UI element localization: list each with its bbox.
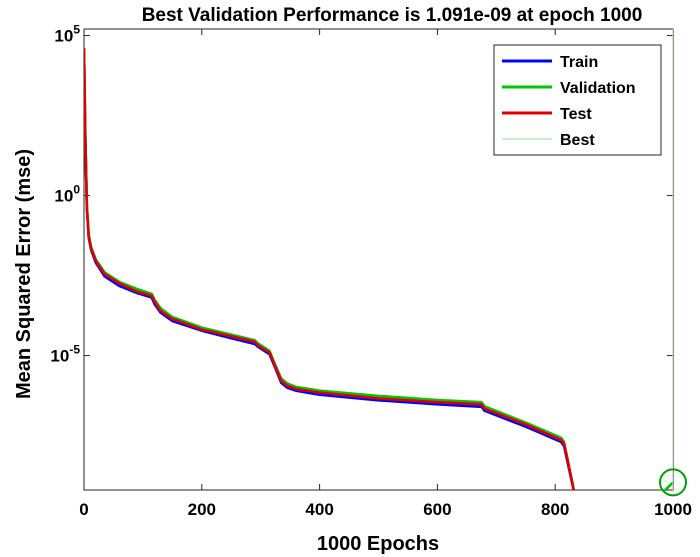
- legend-label-best: Best: [560, 132, 595, 149]
- series-lines: [84, 29, 687, 497]
- y-axis-label: Mean Squared Error (mse): [13, 149, 35, 399]
- chart-title: Best Validation Performance is 1.091e-09…: [142, 5, 643, 26]
- legend-label-validation: Validation: [560, 80, 636, 97]
- y-tick-label: 100: [54, 183, 80, 206]
- x-tick-label: 1000: [654, 500, 692, 519]
- legend-label-train: Train: [560, 54, 598, 71]
- x-axis-label: 1000 Epochs: [317, 533, 439, 555]
- x-tick-label: 800: [541, 500, 569, 519]
- x-tick-label: 0: [79, 500, 88, 519]
- y-tick-label: 10-5: [50, 343, 80, 366]
- legend: Train Validation Test Best: [493, 44, 662, 156]
- best-point-marker: [659, 468, 687, 497]
- y-tick-label: 105: [54, 23, 80, 46]
- series-line-test: [84, 48, 575, 490]
- legend-label-test: Test: [560, 106, 592, 123]
- x-tick-label: 400: [305, 500, 333, 519]
- x-tick-label: 600: [423, 500, 451, 519]
- x-tick-label: 200: [188, 500, 216, 519]
- legend-box: [493, 44, 662, 156]
